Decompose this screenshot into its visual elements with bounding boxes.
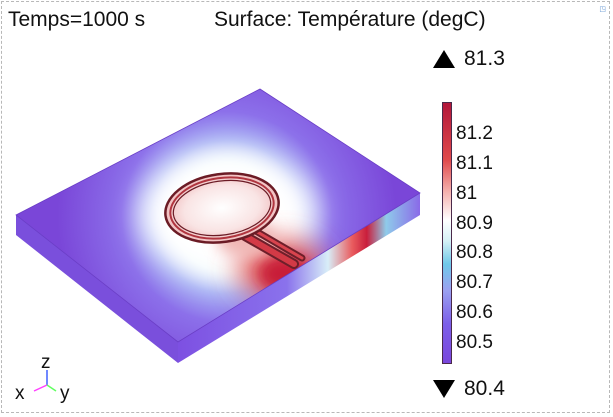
- x-axis-line: [33, 384, 48, 392]
- colorbar-tick: 80.8: [456, 242, 493, 263]
- heater-coil[interactable]: [161, 166, 306, 269]
- x-axis-label: x: [15, 383, 25, 404]
- colorbar-tick: 80.5: [456, 332, 493, 353]
- y-axis-label: y: [60, 383, 70, 404]
- max-indicator-icon: [433, 50, 455, 68]
- temperature-surface-3d-view[interactable]: [2, 2, 432, 414]
- y-axis-line: [46, 384, 57, 392]
- surface-title: Surface: Température (degC): [214, 8, 486, 31]
- block-front-face: [178, 193, 420, 363]
- colorbar: [442, 102, 452, 364]
- min-indicator-icon: [433, 380, 455, 398]
- axis-triad: z x y: [15, 352, 70, 404]
- block-left-face: [16, 215, 178, 363]
- colorbar-tick: 80.7: [456, 272, 493, 293]
- window-restore-icon[interactable]: ◳: [599, 6, 606, 13]
- colorbar-tick: 81: [456, 183, 478, 204]
- colorbar-tick: 80.9: [456, 213, 493, 234]
- colorbar-tick: 80.6: [456, 302, 493, 323]
- colorbar-min-label: 80.4: [464, 377, 505, 400]
- colorbar-max-label: 81.3: [464, 47, 505, 70]
- z-axis-label: z: [41, 352, 51, 373]
- colorbar-tick: 81.2: [456, 123, 493, 144]
- colorbar-tick: 81.1: [456, 153, 493, 174]
- time-title: Temps=1000 s: [8, 8, 146, 31]
